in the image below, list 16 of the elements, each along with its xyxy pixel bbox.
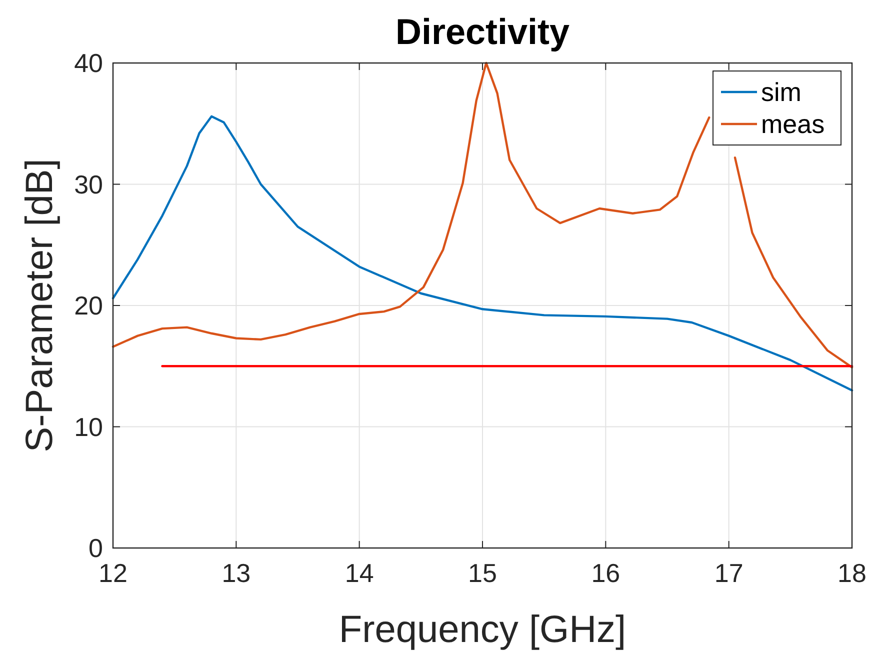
- legend-label: meas: [761, 109, 825, 139]
- chart-title: Directivity: [395, 11, 570, 52]
- x-tick-label: 18: [838, 558, 866, 588]
- x-tick-label: 13: [222, 558, 251, 588]
- x-axis-title: Frequency [GHz]: [338, 609, 626, 651]
- x-tick-label: 16: [591, 558, 620, 588]
- legend-label: sim: [761, 77, 802, 107]
- x-tick-label: 14: [344, 558, 374, 588]
- y-tick-label: 20: [74, 290, 103, 320]
- x-tick-label: 17: [714, 558, 744, 588]
- y-tick-label: 30: [74, 169, 103, 200]
- x-tick-label: 15: [468, 558, 497, 588]
- y-tick-label: 40: [74, 48, 103, 78]
- y-axis-title: S-Parameter [dB]: [19, 158, 61, 452]
- line-series: [112, 115, 854, 392]
- y-tick-label: 10: [74, 412, 103, 442]
